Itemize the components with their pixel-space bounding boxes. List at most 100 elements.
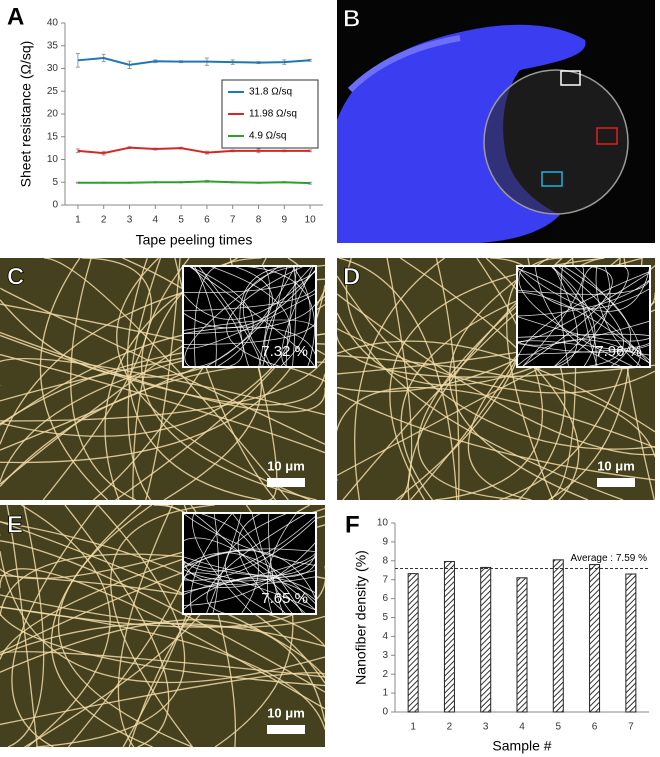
fiber — [279, 266, 311, 367]
fiber — [126, 258, 262, 500]
inset-frame — [182, 265, 317, 368]
fiber — [183, 541, 316, 606]
fiber — [0, 357, 325, 416]
x-tick-label: 8 — [256, 215, 262, 226]
fiber — [183, 518, 316, 581]
y-tick-label: 10 — [47, 154, 59, 165]
bar — [516, 577, 528, 713]
x-tick-label: 4 — [153, 215, 159, 226]
fiber — [517, 271, 650, 360]
bar — [552, 559, 564, 713]
x-axis-title: Tape peeling times — [136, 232, 253, 248]
fiber — [212, 513, 219, 614]
y-tick-label: 40 — [47, 18, 59, 29]
fiber — [251, 513, 294, 614]
fiber — [0, 672, 325, 726]
fiber — [0, 287, 325, 445]
x-axis-title: Sample # — [492, 738, 551, 754]
fiber — [562, 266, 632, 367]
fiber — [337, 293, 655, 456]
fiber — [0, 551, 325, 684]
y-axis-title: Sheet resistance (Ω/sq) — [18, 41, 34, 188]
fiber — [110, 505, 215, 747]
fiber — [518, 266, 635, 367]
x-tick-label: 9 — [282, 215, 288, 226]
fiber — [0, 619, 325, 723]
fiber — [183, 537, 316, 611]
x-tick-label: 6 — [592, 722, 598, 733]
fiber — [338, 258, 458, 500]
fiber — [268, 513, 284, 614]
inset — [183, 266, 316, 367]
coverage-label: 7.96 % — [595, 343, 642, 360]
fiber — [0, 622, 325, 656]
fiber — [521, 266, 584, 367]
fiber — [196, 266, 296, 367]
fiber — [517, 340, 650, 356]
fiber — [183, 271, 316, 312]
fiber — [236, 266, 316, 367]
fiber — [337, 340, 655, 433]
fiber — [506, 258, 562, 500]
inset-frame — [182, 512, 317, 615]
inset — [517, 266, 650, 367]
x-tick-label: 3 — [127, 215, 133, 226]
bar — [443, 561, 455, 713]
fiber — [6, 505, 38, 747]
fiber — [337, 386, 655, 481]
x-tick-label: 7 — [628, 722, 634, 733]
series-line — [77, 180, 311, 185]
fiber — [183, 556, 316, 588]
fiber — [553, 266, 629, 367]
fiber — [354, 258, 445, 500]
photo-panel — [337, 0, 655, 243]
fiber — [140, 258, 317, 500]
fiber — [573, 266, 641, 367]
fiber — [0, 574, 325, 687]
fiber — [337, 328, 655, 394]
fiber — [386, 258, 413, 500]
fiber — [183, 549, 316, 593]
y-tick-label: 4 — [382, 631, 388, 642]
fiber — [39, 258, 109, 500]
x-tick-label: 2 — [447, 722, 453, 733]
fiber — [517, 339, 650, 355]
panel-letter: A — [7, 3, 24, 30]
micrograph-panel: 7.96 % 10 μm — [337, 258, 655, 500]
fiber — [44, 258, 289, 500]
fiber — [345, 258, 624, 500]
fiber — [117, 505, 173, 747]
fiber — [183, 550, 316, 600]
fiber — [553, 266, 611, 367]
panel-letter: B — [343, 5, 360, 32]
scale-bar — [267, 725, 305, 734]
fiber — [0, 520, 325, 702]
fiber — [183, 552, 316, 605]
fiber — [183, 515, 316, 572]
y-tick-label: 8 — [382, 555, 388, 566]
fiber — [258, 266, 271, 367]
scale-bar-label: 10 μm — [597, 458, 635, 473]
y-axis-title: Nanofiber density (%) — [353, 550, 369, 685]
x-tick-label: 7 — [230, 215, 236, 226]
fiber — [281, 266, 314, 367]
y-tick-label: 5 — [52, 177, 58, 188]
series-line — [77, 57, 311, 66]
bar — [407, 573, 419, 713]
legend-label: 31.8 Ω/sq — [249, 87, 292, 98]
fiber — [127, 258, 162, 500]
y-tick-label: 7 — [382, 574, 388, 585]
fiber — [517, 266, 650, 312]
fiber — [552, 266, 578, 367]
fiber — [183, 304, 316, 345]
panel-letter: D — [343, 263, 360, 290]
fiber — [183, 537, 316, 577]
fiber — [342, 258, 605, 500]
panel-letter: C — [7, 263, 24, 290]
scale-bar — [267, 478, 305, 487]
fiber — [183, 568, 316, 582]
x-tick-label: 5 — [556, 722, 562, 733]
reference-label: Average : 7.59 % — [570, 553, 647, 564]
fiber — [517, 320, 650, 346]
